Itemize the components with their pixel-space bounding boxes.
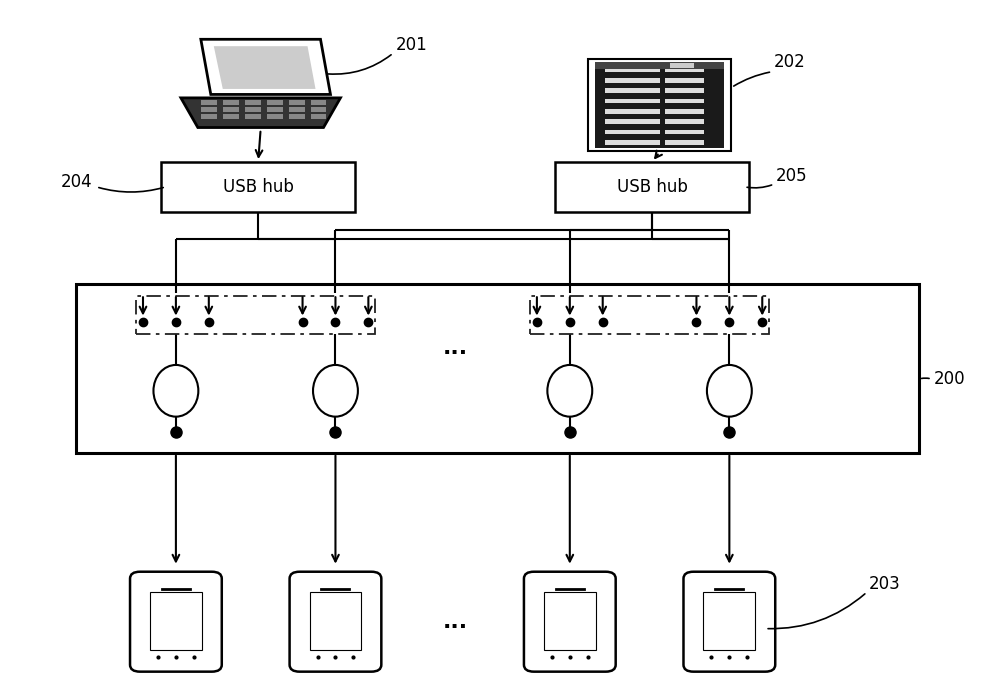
Bar (245, 107, 261, 111)
Bar (665, 89, 704, 93)
Bar (544, 592, 596, 650)
Bar (605, 78, 660, 83)
Bar (136, 295, 375, 334)
Bar (605, 109, 660, 113)
Ellipse shape (547, 365, 592, 417)
Bar (150, 592, 202, 650)
Bar (595, 62, 724, 69)
Bar (665, 140, 704, 145)
Polygon shape (201, 39, 330, 94)
Bar (665, 78, 704, 83)
Text: 202: 202 (774, 53, 806, 71)
Bar (223, 100, 239, 104)
Bar (267, 100, 283, 104)
Text: 204: 204 (61, 173, 93, 191)
Text: 200: 200 (934, 370, 965, 388)
Bar (310, 592, 361, 650)
Bar (201, 107, 217, 111)
Bar (530, 295, 769, 334)
Bar (311, 100, 326, 104)
Text: USB hub: USB hub (223, 178, 294, 196)
Bar (311, 113, 326, 118)
Bar (267, 107, 283, 111)
Bar (76, 284, 919, 453)
Bar (588, 59, 731, 151)
Bar (605, 119, 660, 124)
FancyBboxPatch shape (524, 572, 616, 672)
Bar (665, 129, 704, 134)
Text: ...: ... (443, 612, 468, 632)
FancyBboxPatch shape (130, 572, 222, 672)
Bar (289, 100, 305, 104)
Bar (605, 89, 660, 93)
Bar (665, 68, 704, 73)
Ellipse shape (153, 365, 198, 417)
Ellipse shape (707, 365, 752, 417)
Bar (201, 100, 217, 104)
Bar (665, 98, 704, 103)
Text: 203: 203 (869, 574, 901, 592)
Ellipse shape (313, 365, 358, 417)
Bar (665, 109, 704, 113)
FancyBboxPatch shape (683, 572, 775, 672)
Bar (555, 162, 749, 212)
Bar (670, 64, 694, 68)
Bar (223, 107, 239, 111)
Bar (289, 107, 305, 111)
Bar (703, 592, 755, 650)
Bar (605, 129, 660, 134)
Bar (223, 113, 239, 118)
Bar (245, 113, 261, 118)
Polygon shape (214, 46, 316, 89)
Bar (665, 119, 704, 124)
Bar (245, 100, 261, 104)
Bar (267, 113, 283, 118)
Bar (605, 68, 660, 73)
Bar (201, 113, 217, 118)
FancyBboxPatch shape (290, 572, 381, 672)
Bar (161, 162, 355, 212)
Bar (595, 62, 724, 148)
Text: ...: ... (443, 338, 468, 358)
Text: 205: 205 (776, 167, 808, 185)
Bar (311, 107, 326, 111)
Text: USB hub: USB hub (617, 178, 688, 196)
Text: 201: 201 (395, 35, 427, 54)
Polygon shape (181, 98, 340, 127)
Bar (605, 98, 660, 103)
Bar (289, 113, 305, 118)
Bar (605, 140, 660, 145)
